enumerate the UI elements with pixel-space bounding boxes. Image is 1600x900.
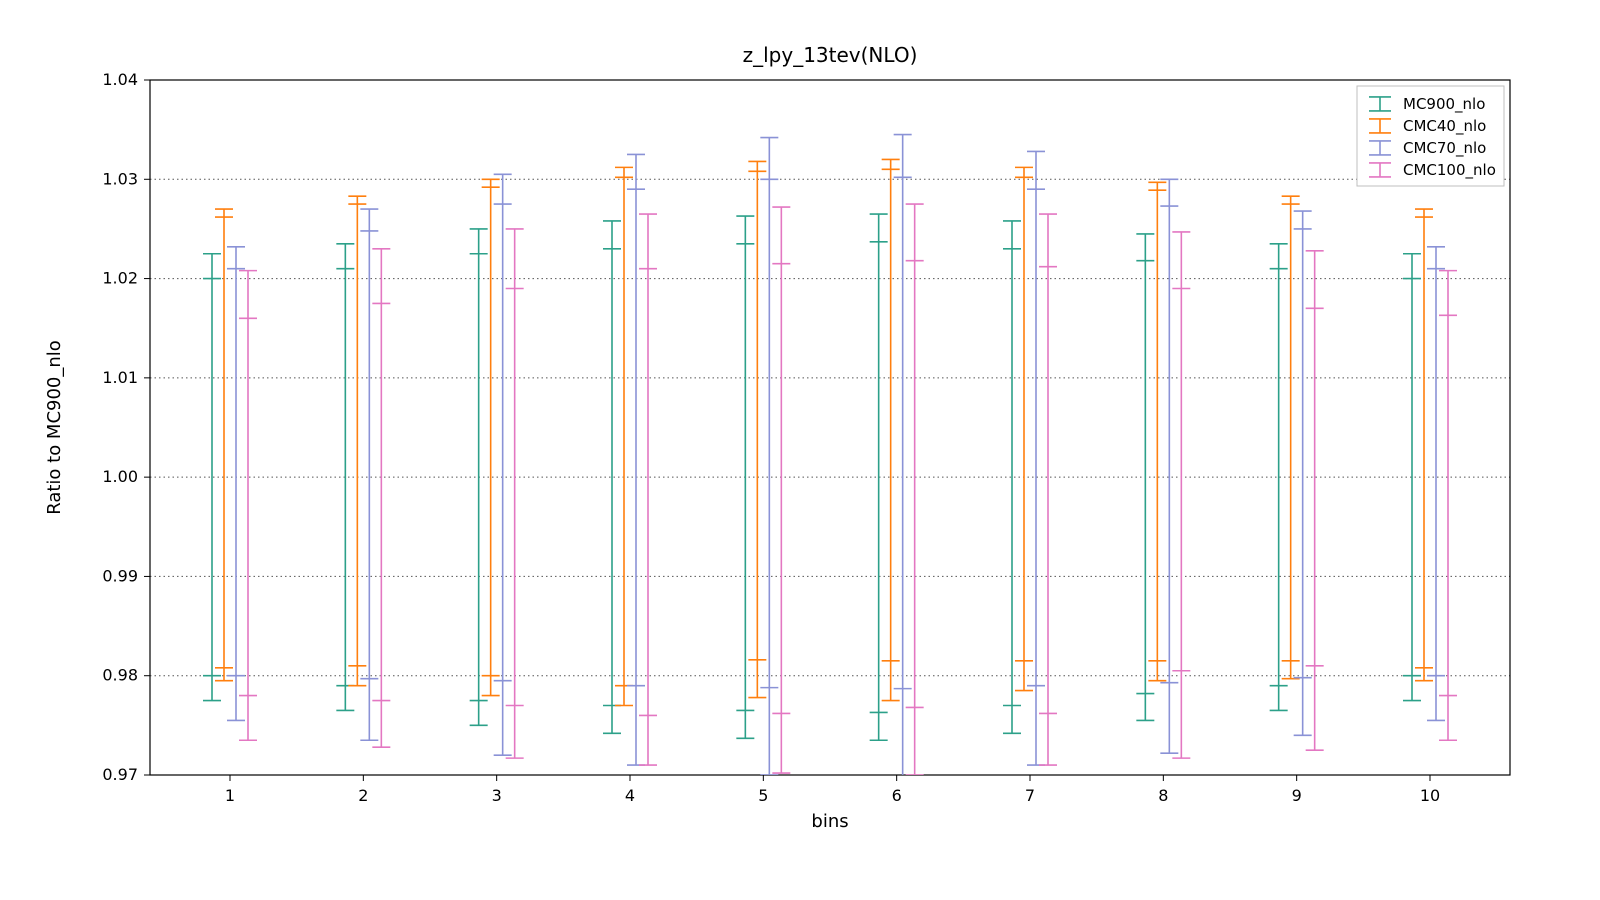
y-tick-label: 1.04 [102, 70, 138, 89]
x-tick-label: 7 [1025, 786, 1035, 805]
x-tick-label: 2 [358, 786, 368, 805]
y-tick-label: 0.97 [102, 765, 138, 784]
x-tick-label: 5 [758, 786, 768, 805]
x-tick-label: 6 [892, 786, 902, 805]
legend-label: MC900_nlo [1403, 95, 1485, 114]
legend-label: CMC40_nlo [1403, 117, 1486, 136]
y-tick-label: 1.02 [102, 269, 138, 288]
y-tick-label: 1.01 [102, 368, 138, 387]
x-tick-label: 4 [625, 786, 635, 805]
y-tick-label: 0.98 [102, 666, 138, 685]
y-tick-label: 1.00 [102, 467, 138, 486]
chart-title: z_lpy_13tev(NLO) [743, 43, 918, 67]
x-tick-label: 3 [492, 786, 502, 805]
x-tick-label: 8 [1158, 786, 1168, 805]
x-tick-label: 9 [1292, 786, 1302, 805]
legend-label: CMC100_nlo [1403, 161, 1496, 180]
y-axis-label: Ratio to MC900_nlo [44, 340, 65, 515]
legend-label: CMC70_nlo [1403, 139, 1486, 158]
legend: MC900_nlo CMC40_nlo CMC70_nlo CMC100_nlo [1357, 86, 1504, 186]
x-axis-label: bins [811, 811, 848, 832]
y-tick-label: 1.03 [102, 169, 138, 188]
x-tick-label: 1 [225, 786, 235, 805]
y-tick-label: 0.99 [102, 566, 138, 585]
x-tick-label: 10 [1420, 786, 1440, 805]
ratio-errorbar-chart: 1 2 3 4 5 6 7 8 9 10 0.97 0.98 0.99 1.00 1.01 1.02 1.03 1… [0, 0, 1600, 900]
